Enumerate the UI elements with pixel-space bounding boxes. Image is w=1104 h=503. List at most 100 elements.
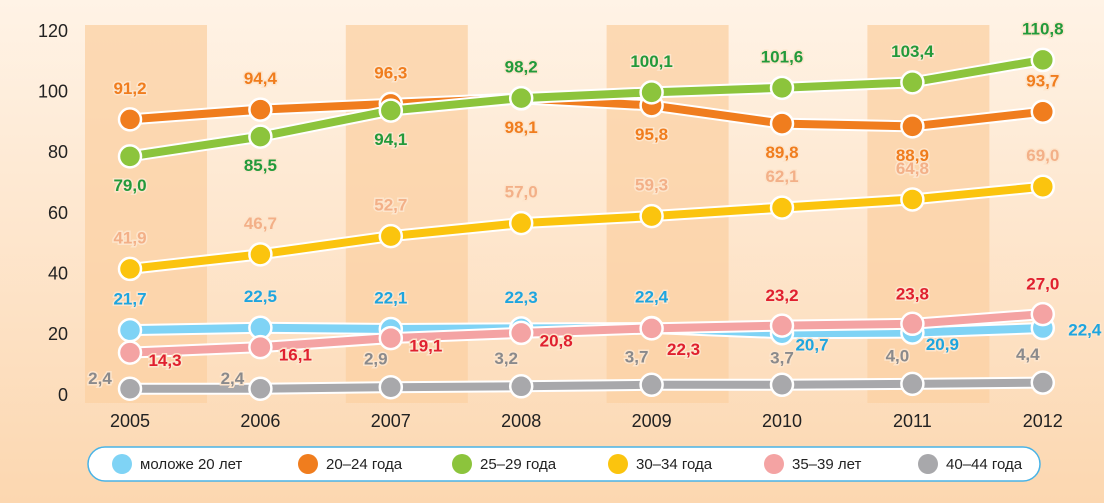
value-label: 22,4: [1068, 321, 1102, 340]
x-tick-label: 2010: [762, 411, 802, 431]
value-label: 27,0: [1026, 275, 1059, 294]
value-label: 21,7: [113, 290, 146, 309]
value-label: 79,0: [113, 176, 146, 195]
value-label: 2,4: [221, 369, 245, 388]
point: [508, 320, 534, 346]
legend-swatch: [452, 454, 472, 474]
value-label: 20,7: [795, 336, 828, 355]
y-tick-label: 120: [38, 21, 68, 41]
point: [1030, 99, 1056, 125]
x-tick-label: 2011: [893, 411, 932, 431]
legend-label: 40–44 года: [946, 456, 1023, 473]
value-label: 14,3: [148, 351, 181, 370]
point: [378, 374, 404, 400]
legend-swatch: [298, 454, 318, 474]
value-label: 3,2: [494, 349, 518, 368]
legend-label: 25–29 года: [480, 456, 557, 473]
x-tick-label: 2005: [110, 411, 150, 431]
point: [769, 75, 795, 101]
y-tick-label: 80: [48, 142, 68, 162]
value-label: 4,0: [886, 346, 910, 365]
point: [639, 80, 664, 105]
value-label: 91,2: [113, 79, 146, 98]
line: [129, 182, 1044, 273]
point: [378, 98, 404, 123]
value-label: 62,1: [765, 167, 798, 186]
value-label: 4,4: [1016, 345, 1040, 364]
value-label: 23,2: [765, 286, 798, 305]
x-tick-label: 2012: [1023, 411, 1063, 431]
value-label: 22,1: [374, 288, 407, 307]
legend-swatch: [764, 454, 784, 474]
value-label: 98,1: [505, 118, 538, 137]
value-label: 22,4: [635, 288, 669, 307]
point: [117, 317, 143, 343]
value-label: 57,0: [505, 183, 538, 202]
point: [378, 223, 404, 249]
point: [639, 316, 664, 341]
value-label: 100,1: [630, 52, 673, 71]
value-label: 19,1: [409, 337, 442, 356]
value-label: 88,9: [896, 146, 929, 165]
point: [1030, 47, 1056, 73]
point: [248, 376, 273, 401]
point: [248, 124, 273, 149]
value-label: 22,3: [667, 340, 700, 359]
y-tick-label: 0: [58, 385, 68, 405]
value-label: 98,2: [505, 58, 538, 77]
point: [508, 374, 534, 399]
point: [248, 334, 273, 360]
x-tick-label: 2007: [371, 411, 411, 431]
value-label: 22,3: [505, 288, 538, 307]
point: [117, 376, 143, 401]
legend-label: 35–39 лет: [792, 456, 861, 473]
legend-swatch: [918, 454, 938, 474]
point: [639, 203, 664, 229]
value-label: 3,7: [625, 347, 649, 366]
point: [900, 187, 925, 212]
point: [769, 313, 795, 338]
point: [117, 107, 143, 132]
y-tick-label: 100: [38, 81, 68, 101]
legend-swatch: [608, 454, 628, 474]
point: [508, 85, 534, 111]
value-label: 89,8: [765, 143, 798, 162]
point: [117, 144, 143, 169]
x-tick-label: 2009: [632, 411, 672, 431]
value-label: 94,1: [374, 130, 407, 149]
value-label: 22,5: [244, 287, 277, 306]
point: [117, 256, 143, 282]
legend-label: 30–34 года: [636, 456, 713, 473]
value-label: 110,8: [1022, 19, 1064, 38]
point: [900, 371, 925, 397]
point: [248, 242, 273, 267]
point: [900, 114, 925, 139]
point: [1030, 174, 1056, 199]
y-tick-label: 60: [48, 203, 68, 223]
point: [900, 311, 925, 337]
point: [900, 70, 925, 95]
value-label: 96,3: [374, 63, 407, 82]
value-label: 103,4: [891, 42, 934, 61]
value-label: 16,1: [279, 346, 312, 365]
point: [769, 111, 795, 136]
line: [129, 310, 1044, 357]
value-label: 41,9: [113, 228, 146, 247]
x-tick-label: 2006: [240, 411, 280, 431]
value-label: 2,4: [88, 369, 112, 388]
value-label: 2,9: [364, 350, 388, 369]
value-label: 20,8: [540, 331, 573, 350]
point: [639, 372, 664, 398]
x-tick-label: 2008: [501, 411, 541, 431]
point: [508, 210, 534, 236]
point: [378, 325, 404, 351]
legend-swatch: [112, 454, 132, 474]
column-band: [85, 25, 207, 403]
legend-label: 20–24 года: [326, 456, 403, 473]
legend-box: [87, 446, 1041, 482]
point: [769, 195, 795, 220]
line: [129, 55, 1044, 161]
value-label: 64,8: [896, 159, 929, 178]
value-label: 23,8: [896, 284, 929, 303]
